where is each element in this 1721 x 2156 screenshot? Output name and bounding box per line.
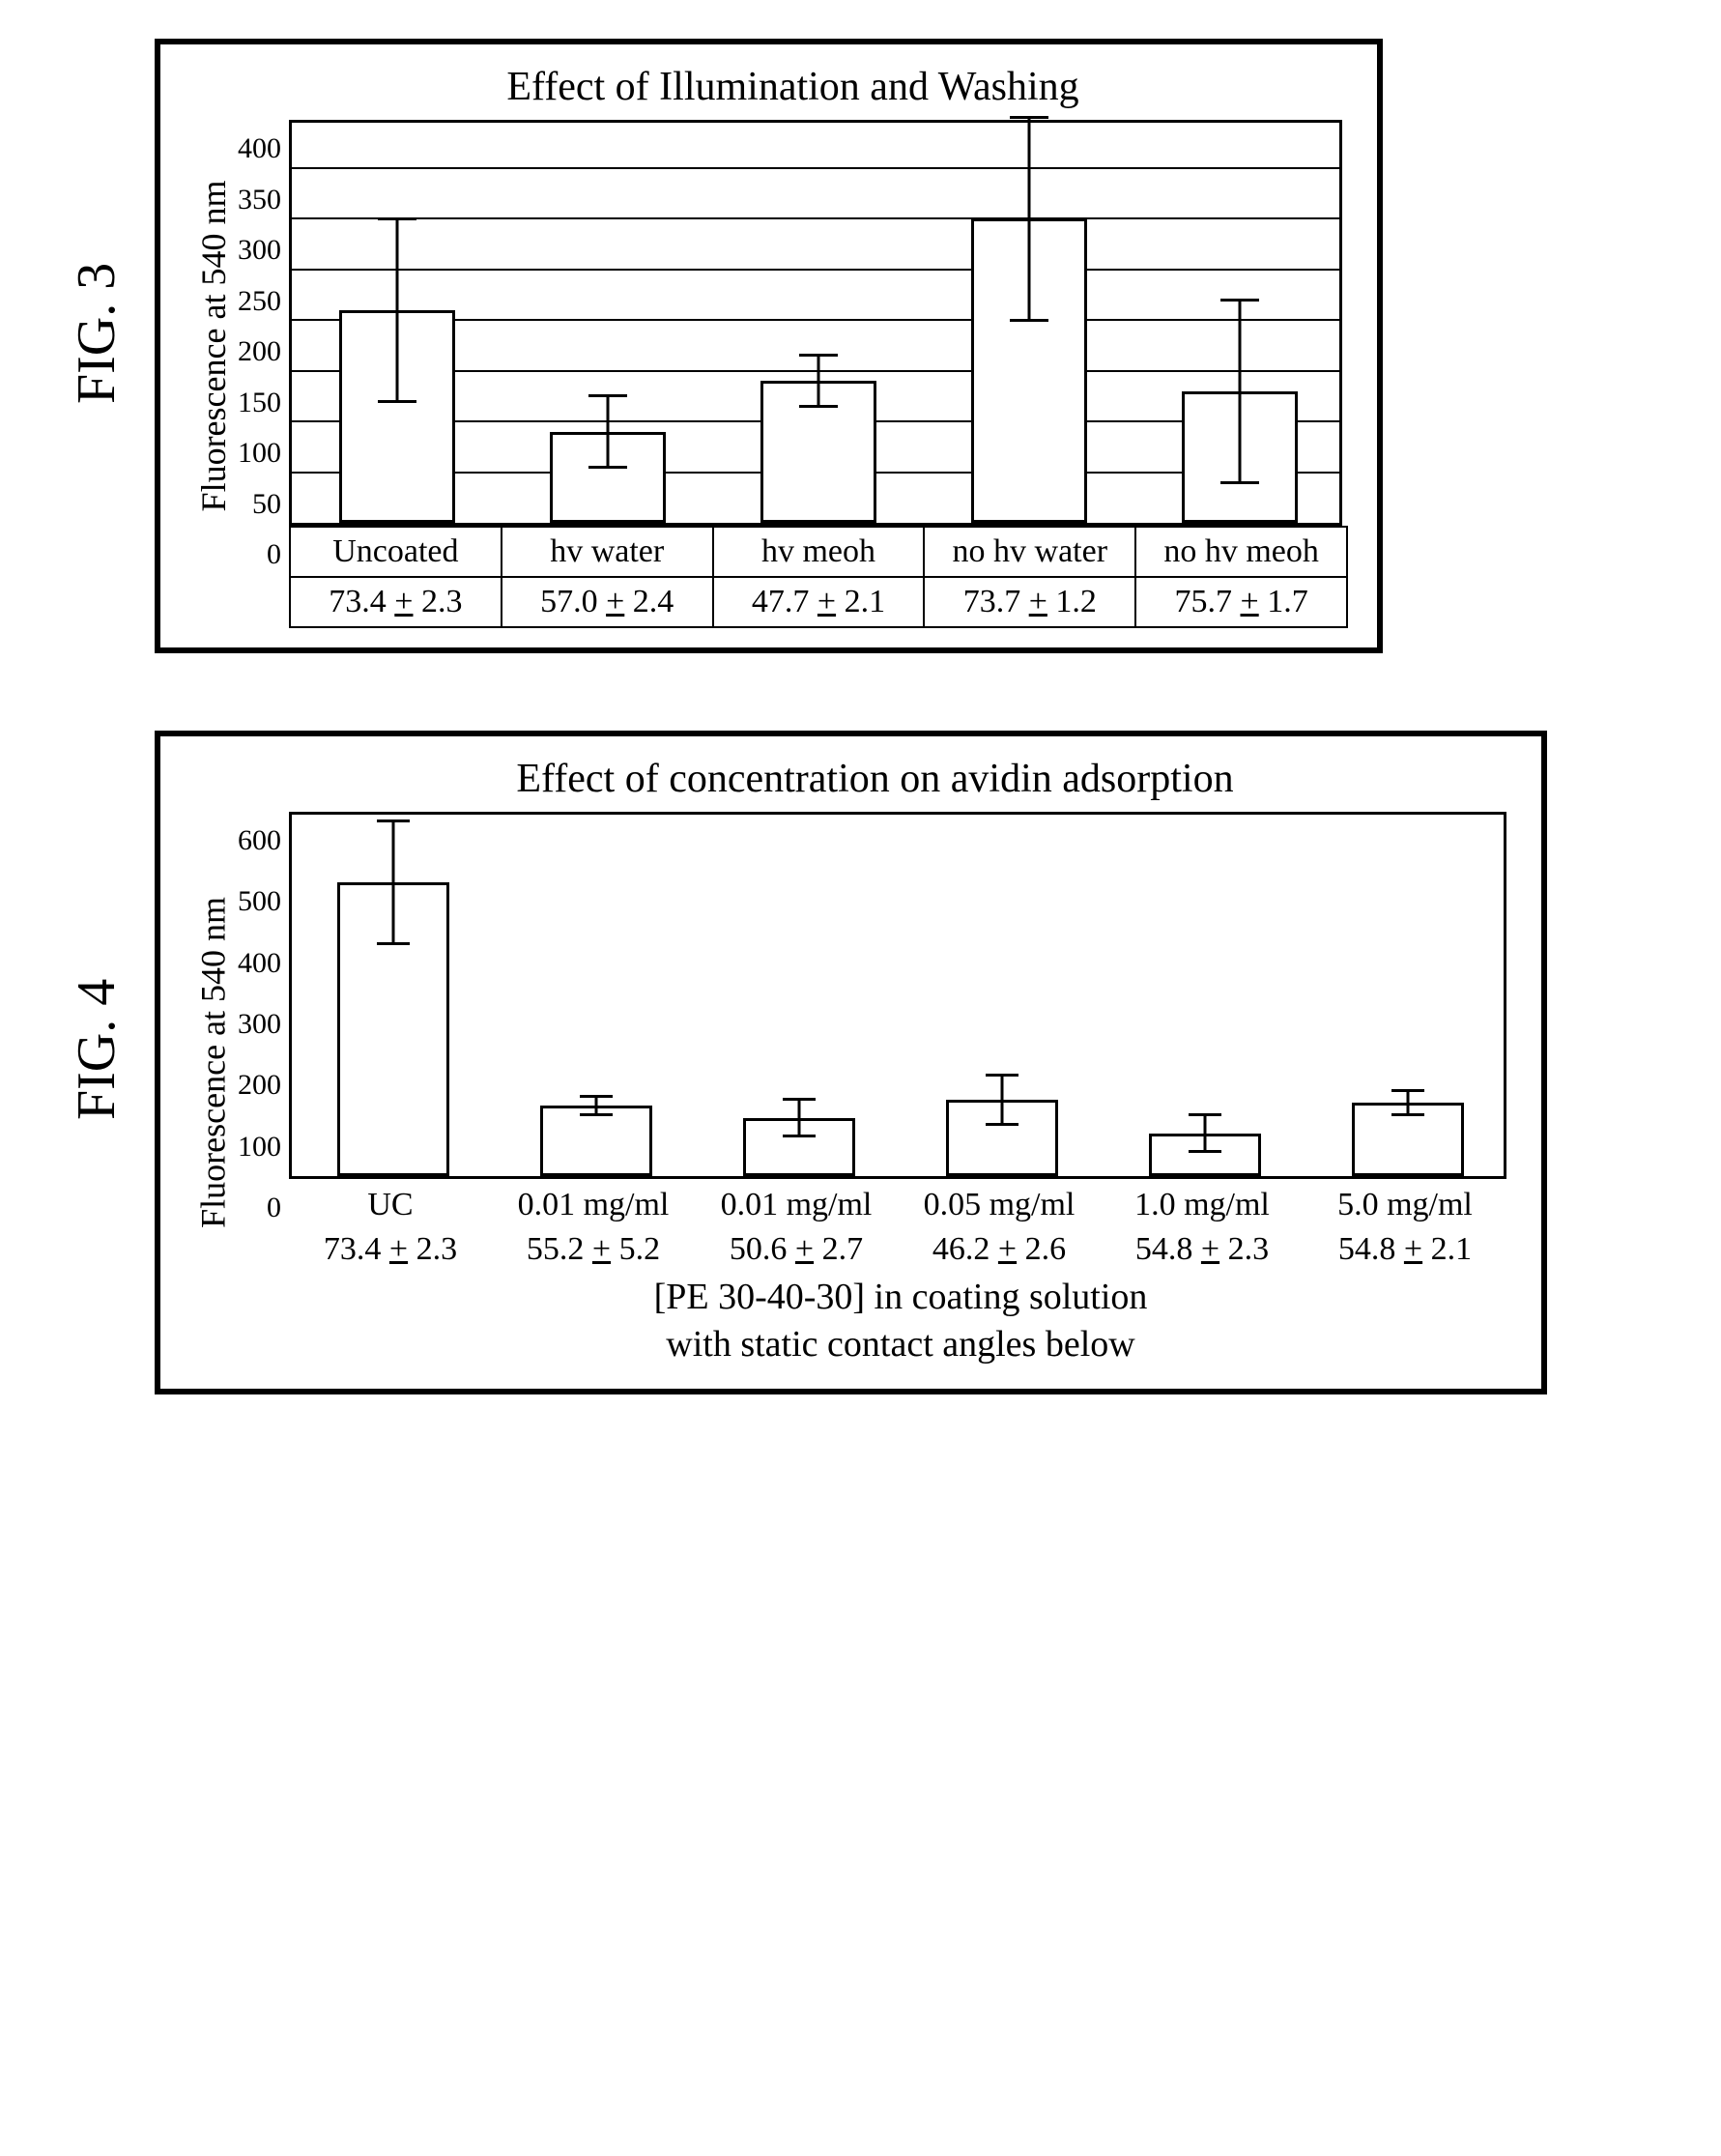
error-cap: [1010, 319, 1048, 322]
error-bar: [817, 356, 820, 407]
error-cap: [377, 819, 410, 822]
error-bar: [392, 821, 395, 944]
error-cap: [1220, 299, 1259, 302]
error-bar: [1028, 117, 1031, 320]
category-name: hv water: [502, 527, 713, 577]
error-cap: [580, 1095, 613, 1098]
error-cap: [1391, 1089, 1424, 1092]
error-bar: [1407, 1090, 1410, 1114]
category-name: 1.0 mg/ml: [1101, 1187, 1304, 1223]
error-cap: [1391, 1113, 1424, 1116]
figure-4-xlabel-line1: [PE 30-40-30] in coating solution: [654, 1277, 1148, 1317]
error-cap: [1010, 116, 1048, 119]
error-cap: [1189, 1113, 1221, 1116]
error-cap: [378, 400, 416, 403]
error-cap: [799, 405, 838, 408]
figure-4-xlabel-line2: with static contact angles below: [666, 1324, 1134, 1365]
error-cap: [1220, 481, 1259, 484]
figure-4-body: Effect of concentration on avidin adsorp…: [238, 756, 1512, 1369]
category-name: Uncoated: [290, 527, 502, 577]
error-cap: [986, 1074, 1018, 1077]
error-bar: [798, 1100, 801, 1136]
category-name: no hv meoh: [1135, 527, 1347, 577]
error-bar: [1204, 1115, 1207, 1152]
error-cap: [378, 217, 416, 220]
figure-4-plot-area: [289, 812, 1506, 1179]
figure-4-xlabel: [PE 30-40-30] in coating solution with s…: [289, 1274, 1512, 1369]
error-cap: [588, 466, 627, 469]
contact-angle: 46.2 + 2.6: [898, 1231, 1101, 1268]
figure-3-frame: Fluorescence at 540 nm Effect of Illumin…: [155, 39, 1383, 653]
figure-3-body: Effect of Illumination and Washing 05010…: [238, 64, 1348, 628]
figure-4-yticks: 0100200300400500600: [238, 812, 289, 1179]
figure-4-frame: Fluorescence at 540 nm Effect of concent…: [155, 731, 1547, 1394]
gridline: [292, 269, 1339, 271]
category-name: UC: [289, 1187, 492, 1223]
contact-angle: 75.7 + 1.7: [1135, 577, 1347, 627]
error-bar: [1001, 1076, 1004, 1125]
category-name: 0.05 mg/ml: [898, 1187, 1101, 1223]
gridline: [292, 167, 1339, 169]
figure-4: FIG. 4 Fluorescence at 540 nm Effect of …: [39, 731, 1682, 1394]
category-name: 0.01 mg/ml: [695, 1187, 898, 1223]
contact-angle: 55.2 + 5.2: [492, 1231, 695, 1268]
figure-4-plot-row: 0100200300400500600: [238, 812, 1512, 1179]
figure-4-title: Effect of concentration on avidin adsorp…: [238, 756, 1512, 802]
category-name: 0.01 mg/ml: [492, 1187, 695, 1223]
contact-angle: 73.4 + 2.3: [290, 577, 502, 627]
error-cap: [783, 1098, 816, 1101]
contact-angle: 73.7 + 1.2: [924, 577, 1135, 627]
figure-3-plot-row: 050100150200250300350400: [238, 120, 1348, 526]
error-bar: [595, 1097, 598, 1115]
error-cap: [783, 1135, 816, 1137]
category-name: 5.0 mg/ml: [1304, 1187, 1506, 1223]
figure-3-title: Effect of Illumination and Washing: [238, 64, 1348, 110]
contact-angle: 47.7 + 2.1: [713, 577, 925, 627]
error-cap: [1189, 1150, 1221, 1153]
category-name: hv meoh: [713, 527, 925, 577]
error-cap: [580, 1113, 613, 1116]
error-cap: [799, 354, 838, 357]
figure-3-plot-area: [289, 120, 1342, 526]
error-bar: [607, 396, 610, 468]
gridline: [292, 217, 1339, 219]
error-cap: [377, 942, 410, 945]
category-name: no hv water: [924, 527, 1135, 577]
contact-angle: 57.0 + 2.4: [502, 577, 713, 627]
contact-angle: 50.6 + 2.7: [695, 1231, 898, 1268]
figure-3-category-table: Uncoatedhv waterhv meohno hv waterno hv …: [289, 526, 1348, 628]
contact-angle: 54.8 + 2.1: [1304, 1231, 1506, 1268]
contact-angle: 54.8 + 2.3: [1101, 1231, 1304, 1268]
figure-3: FIG. 3 Fluorescence at 540 nm Effect of …: [39, 39, 1682, 653]
error-bar: [396, 218, 399, 401]
contact-angle: 73.4 + 2.3: [289, 1231, 492, 1268]
figure-4-category-names: UC0.01 mg/ml0.01 mg/ml0.05 mg/ml1.0 mg/m…: [289, 1187, 1512, 1223]
figure-4-contact-angles: 73.4 + 2.355.2 + 5.250.6 + 2.746.2 + 2.6…: [289, 1231, 1512, 1268]
error-cap: [986, 1123, 1018, 1126]
error-cap: [588, 394, 627, 397]
error-bar: [1239, 300, 1242, 482]
